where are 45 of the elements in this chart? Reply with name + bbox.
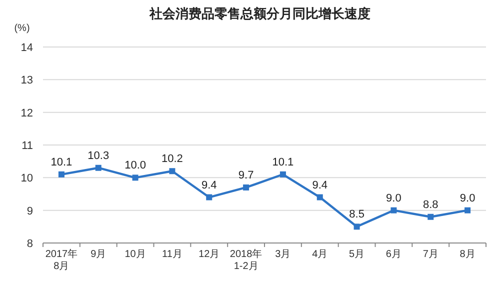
data-label: 10.1 [50,156,72,168]
x-tick-label: 3月 [275,249,291,260]
y-tick-label: 9 [26,205,33,218]
point [95,164,102,171]
x-tick-label: 8月 [460,249,476,260]
x-tick-label: 7月 [422,249,438,260]
data-label: 9.4 [312,179,328,192]
data-label: 10.2 [161,153,183,166]
point [243,184,250,190]
x-tick-label: 10月 [124,249,146,260]
data-label: 10.1 [272,156,294,168]
x-tick-label: 2018年 1-2月 [230,248,262,272]
point [354,224,360,230]
data-label: 9.0 [460,192,476,204]
chart-title: 社会消费品零售总额分月同比增长速度 [148,6,370,21]
y-tick-label: 13 [20,74,33,87]
point [169,168,176,174]
x-tick-label: 2017年 8月 [45,248,78,272]
data-label: 9.0 [386,192,402,204]
point [390,207,397,214]
y-tick-label: 14 [20,42,33,54]
point [58,171,64,178]
x-tick-label: 12月 [198,249,220,260]
y-axis-title: (%) [14,23,30,34]
point [316,194,323,200]
data-label: 10.0 [124,160,146,172]
x-tick-label: 4月 [312,249,328,260]
data-label: 8.8 [422,198,438,211]
y-tick-label: 12 [20,107,33,120]
x-tick-label: 11月 [162,249,182,260]
point [428,214,434,220]
point [464,207,471,214]
x-tick-label: 5月 [349,249,365,260]
point [132,174,138,181]
x-tick-label: 6月 [386,249,402,260]
y-tick-label: 11 [22,140,33,152]
data-label: 10.3 [88,150,110,162]
point [280,171,286,178]
x-tick-label: 9月 [90,249,106,260]
data-label: 9.7 [238,169,254,182]
data-label: 9.4 [201,179,217,192]
y-tick-label: 10 [20,172,33,185]
point [206,194,212,200]
data-label: 8.5 [349,208,364,221]
y-tick-label: 8 [26,238,33,250]
